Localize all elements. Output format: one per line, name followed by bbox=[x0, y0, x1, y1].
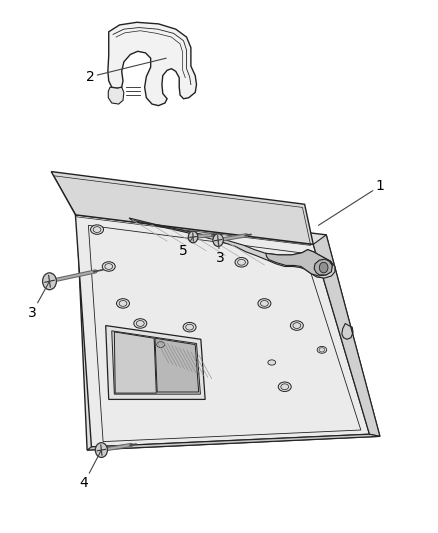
Text: 3: 3 bbox=[215, 240, 224, 265]
Ellipse shape bbox=[235, 257, 248, 267]
Text: 2: 2 bbox=[86, 58, 166, 84]
Ellipse shape bbox=[117, 298, 130, 308]
Polygon shape bbox=[108, 22, 197, 106]
Polygon shape bbox=[76, 204, 380, 450]
Ellipse shape bbox=[258, 298, 271, 308]
Text: 5: 5 bbox=[179, 237, 193, 258]
Ellipse shape bbox=[278, 382, 291, 392]
Circle shape bbox=[42, 273, 57, 290]
Polygon shape bbox=[106, 326, 205, 399]
Polygon shape bbox=[87, 434, 380, 450]
Circle shape bbox=[319, 262, 328, 273]
Circle shape bbox=[188, 231, 198, 243]
Ellipse shape bbox=[154, 340, 167, 349]
Polygon shape bbox=[266, 249, 332, 276]
Polygon shape bbox=[313, 235, 380, 437]
Polygon shape bbox=[108, 87, 124, 104]
Circle shape bbox=[95, 443, 107, 457]
Polygon shape bbox=[51, 172, 313, 244]
Polygon shape bbox=[314, 259, 332, 275]
Ellipse shape bbox=[290, 321, 304, 330]
Polygon shape bbox=[114, 332, 156, 393]
Ellipse shape bbox=[317, 346, 327, 353]
Polygon shape bbox=[112, 331, 201, 394]
Polygon shape bbox=[75, 215, 370, 447]
Ellipse shape bbox=[268, 360, 276, 365]
Ellipse shape bbox=[134, 319, 147, 328]
Ellipse shape bbox=[183, 322, 196, 332]
Circle shape bbox=[213, 234, 223, 246]
Polygon shape bbox=[129, 218, 335, 278]
Text: 1: 1 bbox=[318, 179, 385, 225]
Ellipse shape bbox=[91, 225, 103, 235]
Polygon shape bbox=[155, 338, 199, 392]
Ellipse shape bbox=[102, 262, 115, 271]
Text: 4: 4 bbox=[80, 450, 101, 490]
Text: 3: 3 bbox=[28, 281, 49, 320]
